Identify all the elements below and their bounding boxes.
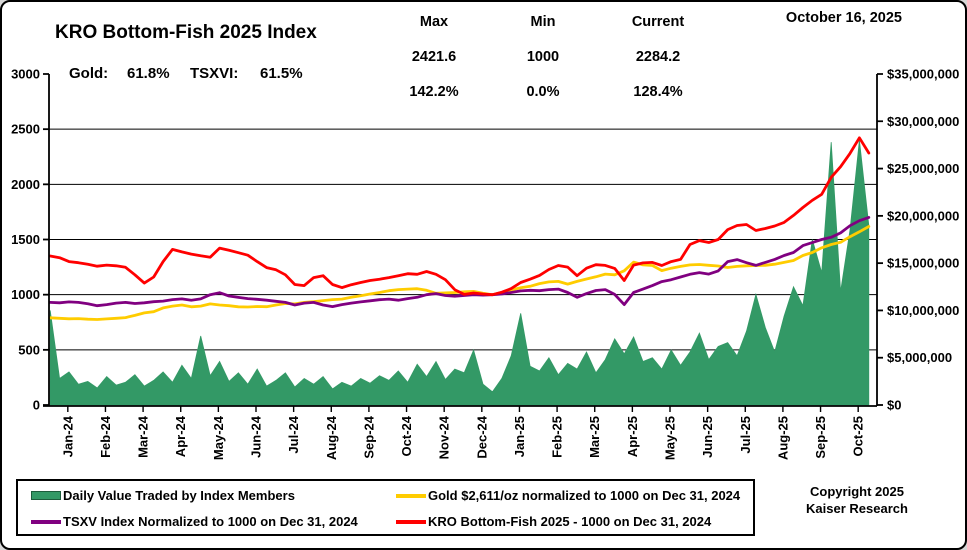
x-axis-label: Dec-24 xyxy=(474,415,489,458)
left-axis-label: 1500 xyxy=(11,232,40,247)
kro-index-line xyxy=(48,136,871,297)
tsxvi-pct-label: TSXVI: xyxy=(190,65,239,82)
stat-current-value: 2284.2 xyxy=(635,49,681,65)
x-axis-label: Apr-25 xyxy=(625,416,640,457)
stat-current-percent: 128.4% xyxy=(633,84,683,100)
right-axis-label: $0 xyxy=(887,398,901,413)
gold-pct-value: 61.8% xyxy=(127,65,170,82)
page-title: KRO Bottom-Fish 2025 Index xyxy=(55,22,317,43)
right-axis-label: $10,000,000 xyxy=(887,303,959,318)
left-axis-label: 0 xyxy=(33,398,40,413)
x-axis-label: Apr-24 xyxy=(173,415,188,457)
legend-item-daily-value: Daily Value Traded by Index Members xyxy=(31,488,295,503)
x-axis-label: Nov-24 xyxy=(437,415,452,459)
copyright-notice: Copyright 2025 Kaiser Research xyxy=(797,483,917,517)
stat-current-header: Current xyxy=(631,14,685,30)
right-axis-label: $20,000,000 xyxy=(887,208,959,223)
x-axis-label: Aug-25 xyxy=(775,416,790,460)
x-axis-label: Jul-25 xyxy=(738,416,753,454)
x-axis-label: Oct-24 xyxy=(399,415,414,456)
stat-min-header: Min xyxy=(530,14,556,30)
x-axis-label: Jun-25 xyxy=(700,416,715,458)
legend-item-kro: KRO Bottom-Fish 2025 - 1000 on Dec 31, 2… xyxy=(396,514,711,529)
left-axis-label: 3000 xyxy=(11,67,40,82)
gold-line xyxy=(48,225,871,321)
chart-legend: Daily Value Traded by Index Members Gold… xyxy=(16,479,755,536)
x-axis-label: Jan-25 xyxy=(512,416,527,457)
right-axis-label: $15,000,000 xyxy=(887,256,959,271)
left-axis-label: 500 xyxy=(18,342,40,357)
green-area-swatch-icon xyxy=(31,491,61,500)
stat-max-value: 2421.6 xyxy=(411,49,457,65)
x-axis-label: Aug-24 xyxy=(324,415,339,460)
stat-min-value: 1000 xyxy=(526,49,560,65)
x-axis-label: Jan-24 xyxy=(60,415,75,457)
right-axis-label: $5,000,000 xyxy=(887,350,952,365)
x-axis-label: Mar-24 xyxy=(136,415,151,458)
purple-line-swatch-icon xyxy=(31,519,61,524)
gold-pct-label: Gold: xyxy=(69,65,109,82)
x-axis-label: Sep-24 xyxy=(361,415,376,458)
x-axis-label: Mar-25 xyxy=(587,416,602,458)
legend-label: KRO Bottom-Fish 2025 - 1000 on Dec 31, 2… xyxy=(428,514,712,529)
legend-label: Gold $2,611/oz normalized to 1000 on Dec… xyxy=(428,488,741,503)
left-axis-label: 2000 xyxy=(11,177,40,192)
tsxvi-pct-value: 61.5% xyxy=(260,65,303,82)
right-axis-label: $35,000,000 xyxy=(887,67,959,82)
legend-item-tsxv: TSXV Index Normalized to 1000 on Dec 31,… xyxy=(31,514,358,529)
left-axis-label: 2500 xyxy=(11,122,40,137)
stat-max-percent: 142.2% xyxy=(409,84,459,100)
x-axis-label: Feb-25 xyxy=(550,416,565,458)
daily-value-traded-area xyxy=(49,140,870,406)
copyright-line2: Kaiser Research xyxy=(806,501,908,516)
right-axis-label: $25,000,000 xyxy=(887,161,959,176)
gold-line-swatch-icon xyxy=(396,493,426,498)
left-axis-label: 1000 xyxy=(11,287,40,302)
stat-max-header: Max xyxy=(419,14,449,30)
stat-min-percent: 0.0% xyxy=(526,84,560,100)
x-axis-label: Feb-24 xyxy=(98,415,113,458)
legend-label: TSXV Index Normalized to 1000 on Dec 31,… xyxy=(63,514,358,529)
x-axis-label: May-25 xyxy=(663,416,678,460)
legend-label: Daily Value Traded by Index Members xyxy=(63,488,295,503)
report-date: October 16, 2025 xyxy=(785,10,902,26)
x-axis-label: Jun-24 xyxy=(249,415,264,458)
tsxv-line xyxy=(48,215,871,309)
x-axis-label: Sep-25 xyxy=(813,416,828,459)
x-axis-label: Oct-25 xyxy=(851,416,866,456)
right-axis-label: $30,000,000 xyxy=(887,114,959,129)
legend-item-gold: Gold $2,611/oz normalized to 1000 on Dec… xyxy=(396,488,740,503)
x-axis-label: Jul-24 xyxy=(286,415,301,453)
copyright-line1: Copyright 2025 xyxy=(810,484,904,499)
red-line-swatch-icon xyxy=(396,519,426,524)
x-axis-label: May-24 xyxy=(211,415,226,460)
